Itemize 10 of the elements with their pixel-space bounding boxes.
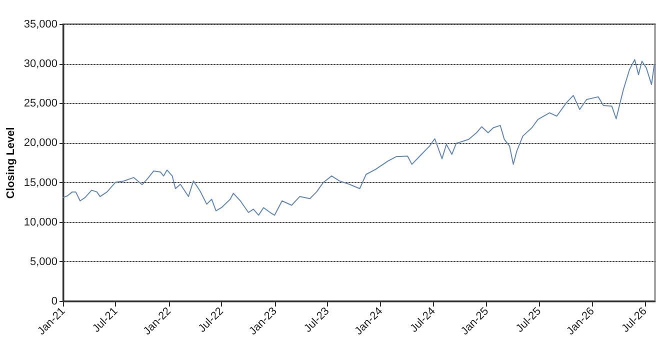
y-tick-label: 0 — [51, 296, 58, 308]
line-series — [62, 59, 655, 216]
y-tick-label: 20,000 — [24, 137, 58, 150]
y-axis-title: Closing Level — [4, 127, 17, 199]
y-tick-label: 35,000 — [24, 18, 58, 30]
y-tick-label: 5,000 — [30, 256, 58, 268]
y-tick-label: 30,000 — [24, 58, 58, 70]
y-tick-label: 25,000 — [24, 98, 58, 110]
y-tick-label: 10,000 — [24, 216, 58, 228]
y-tick-label: 15,000 — [24, 176, 58, 189]
